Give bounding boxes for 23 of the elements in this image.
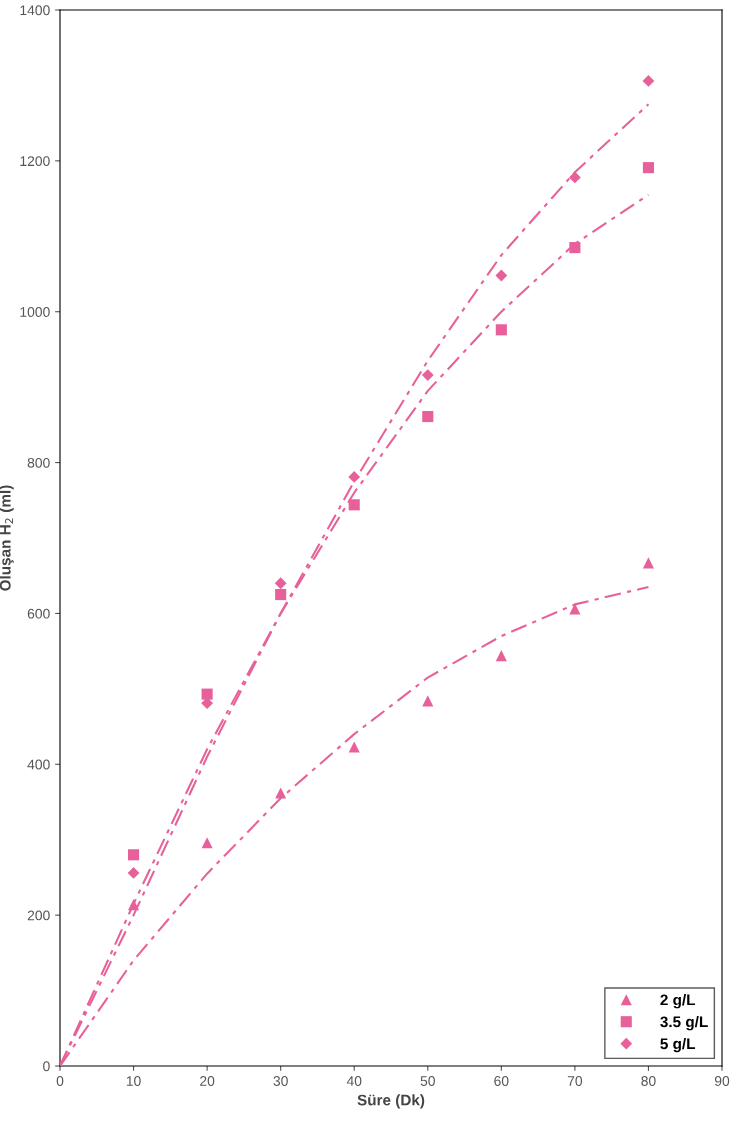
y-tick-label: 1400 (20, 5, 50, 16)
x-tick-label: 0 (56, 1076, 64, 1086)
y-tick-label: 200 (27, 910, 50, 921)
x-tick-label: 70 (567, 1076, 583, 1086)
x-axis-title: Süre (Dk) (357, 1094, 425, 1109)
y-tick-label: 0 (43, 1061, 50, 1072)
legend-label: 5 g/L (660, 1037, 696, 1053)
y-axis-title: Oluşan H$_{2}$ (ml) (0, 485, 14, 591)
x-tick-label: 20 (200, 1076, 215, 1086)
x-tick-label: 40 (346, 1076, 362, 1086)
x-tick-label: 50 (420, 1076, 435, 1086)
y-tick-label: 1200 (20, 156, 50, 167)
y-tick-label: 600 (27, 608, 50, 619)
x-tick-label: 30 (273, 1076, 288, 1086)
x-tick-label: 90 (714, 1076, 730, 1086)
y-tick-label: 400 (27, 759, 50, 770)
x-tick-label: 60 (494, 1076, 509, 1086)
x-tick-label: 10 (126, 1076, 141, 1086)
y-tick-label: 800 (27, 457, 50, 468)
x-tick-label: 80 (641, 1076, 656, 1086)
legend-label: 3.5 g/L (660, 1015, 708, 1031)
legend-label: 2 g/L (660, 994, 696, 1009)
y-tick-label: 1000 (20, 307, 50, 317)
